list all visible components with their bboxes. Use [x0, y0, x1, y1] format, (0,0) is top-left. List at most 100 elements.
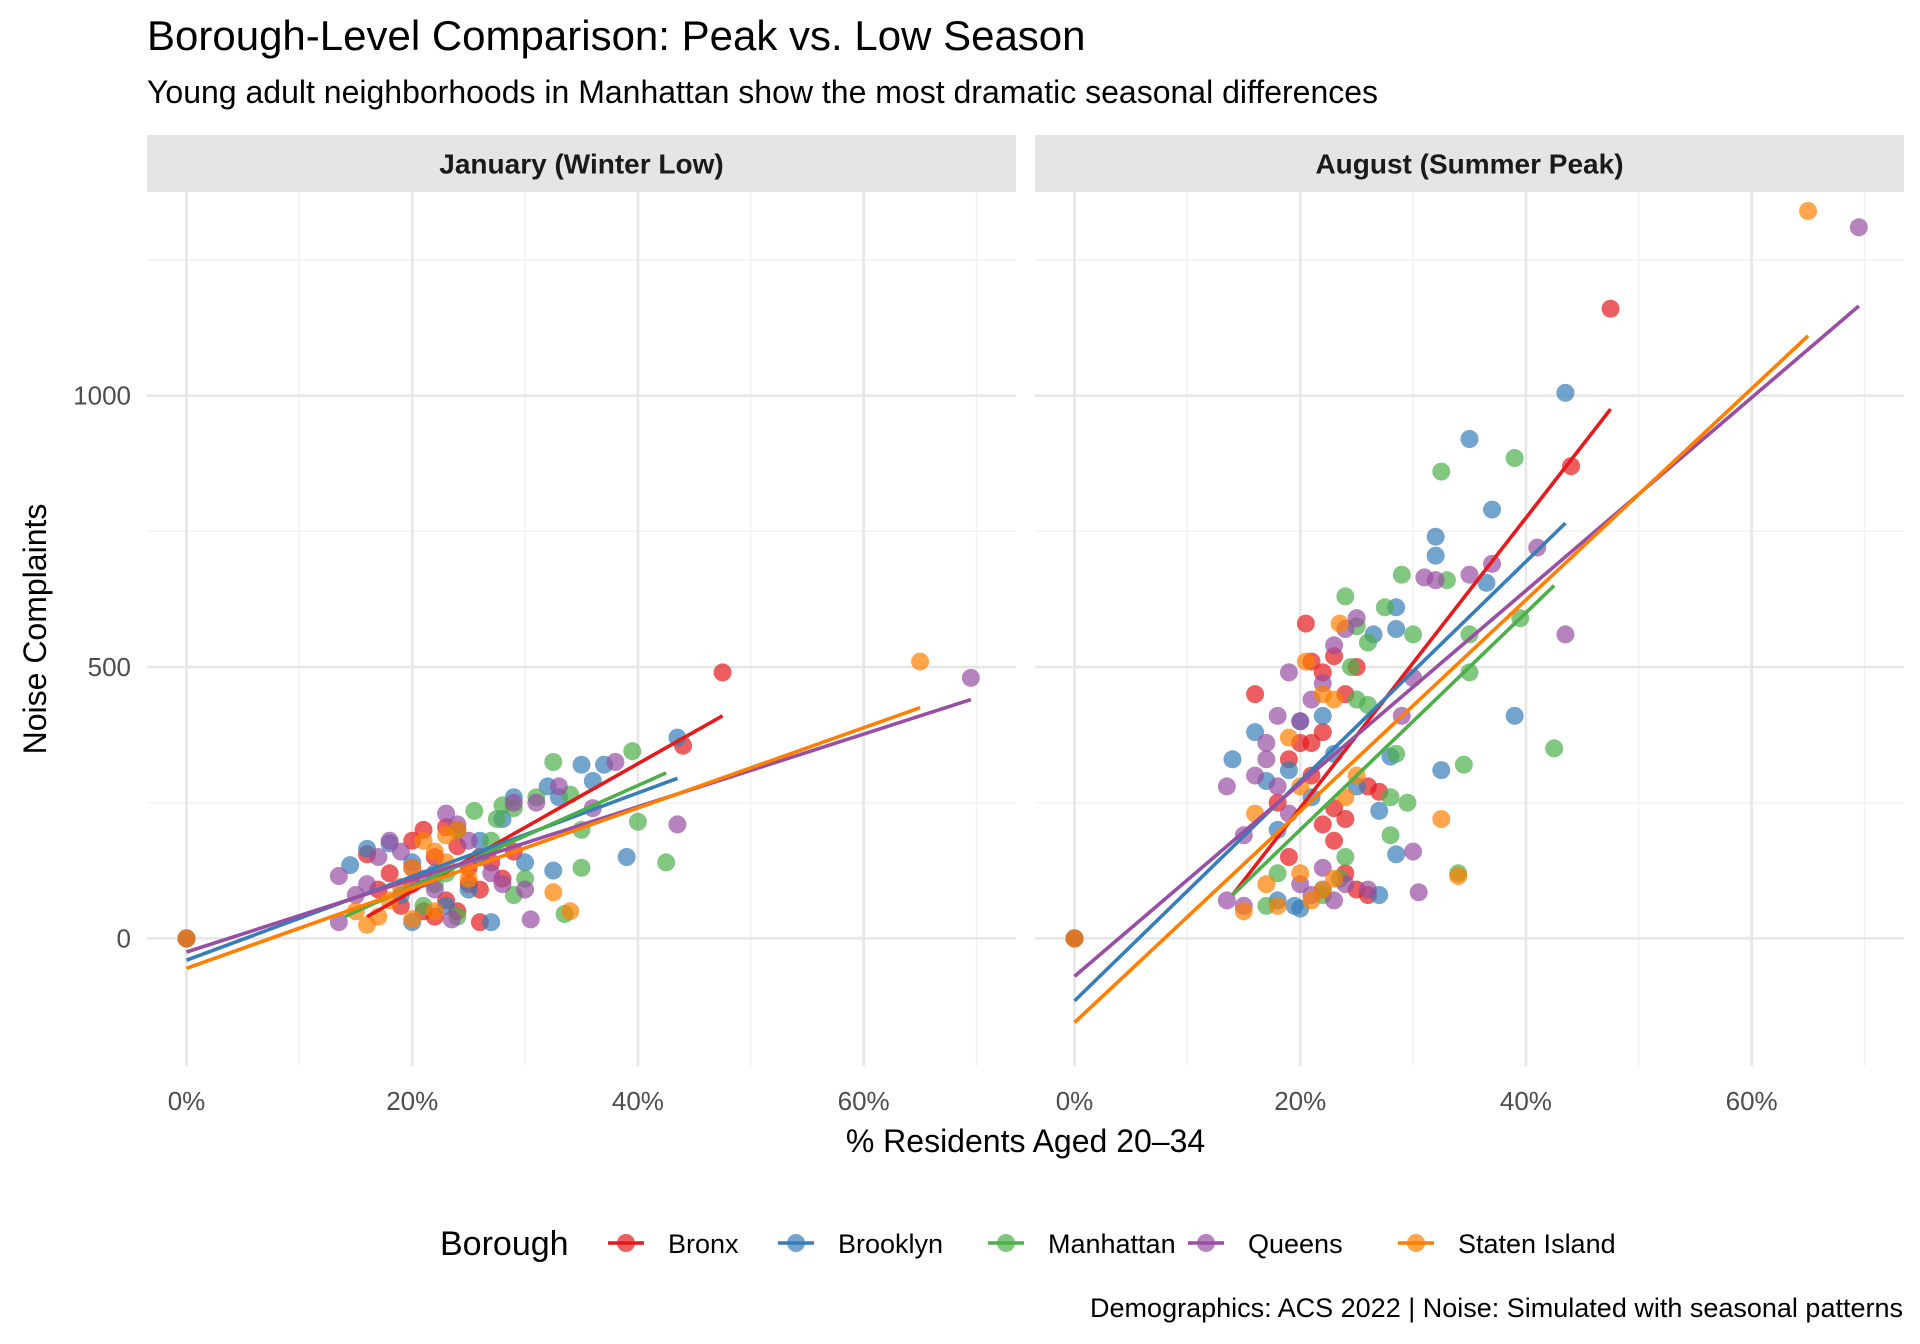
panel-1-point-queens — [606, 753, 625, 771]
panel-2-point-staten-island — [1330, 614, 1349, 633]
panel-2-point-brooklyn — [1387, 620, 1406, 638]
panel-2-point-bronx — [1246, 685, 1265, 704]
panel-2-point-bronx — [1302, 734, 1321, 752]
panel-1-point-manhattan — [465, 801, 484, 820]
panel-2-point-manhattan — [1505, 449, 1524, 467]
panel-1-point-queens — [549, 777, 568, 796]
panel-2-point-bronx — [1336, 810, 1355, 828]
panel-1-point-manhattan — [657, 853, 676, 872]
panel-1-point-brooklyn — [572, 755, 591, 774]
chart-subtitle: Young adult neighborhoods in Manhattan s… — [147, 74, 1379, 110]
panel-1-point-staten-island — [414, 831, 433, 850]
panel-1-point-queens — [482, 864, 501, 883]
panel-1-point-staten-island — [403, 858, 422, 877]
panel-2-point-manhattan — [1336, 848, 1355, 866]
panel-2-point-queens — [1415, 568, 1434, 587]
panel-2-point-manhattan — [1545, 739, 1564, 758]
y-tick-label: 1000 — [73, 381, 131, 411]
panel-2-point-brooklyn — [1223, 750, 1242, 769]
panel-2-point-manhattan — [1432, 462, 1451, 481]
legend-key-point-bronx — [617, 1234, 635, 1252]
panel-2-point-bronx — [1601, 299, 1620, 318]
panel-2-point-staten-island — [1296, 652, 1315, 671]
panel-1-x-tick-label: 0% — [168, 1086, 206, 1116]
panel-2-point-queens — [1279, 663, 1298, 682]
panel-2-point-queens — [1246, 766, 1265, 785]
panel-1-trendline-brooklyn — [185, 776, 679, 962]
legend-key-point-brooklyn — [787, 1234, 805, 1252]
panel-2-point-queens — [1556, 625, 1575, 644]
panel-2-point-queens — [1268, 706, 1287, 725]
panel-2-point-manhattan — [1398, 793, 1417, 812]
panel-1-point-brooklyn — [516, 853, 535, 872]
panel-2-point-staten-island — [1799, 202, 1818, 220]
panel-2-point-manhattan — [1454, 755, 1473, 774]
panel-2-point-staten-island — [1302, 891, 1321, 910]
panel-1-point-bronx — [713, 663, 732, 682]
panel-2-point-manhattan — [1381, 826, 1400, 845]
panel-2-point-queens — [1347, 609, 1366, 628]
panel-2-trendline-brooklyn — [1073, 521, 1567, 1003]
panel-1-x-tick-label: 40% — [612, 1086, 664, 1116]
panel-2-point-manhattan — [1381, 788, 1400, 807]
panel-1-point-queens — [369, 848, 388, 866]
panel-1-x-tick-label: 60% — [838, 1086, 890, 1116]
panel-2-point-brooklyn — [1477, 573, 1496, 592]
y-tick-label: 0 — [117, 923, 131, 953]
y-axis-title: Noise Complaints — [17, 504, 53, 755]
panel-2-point-manhattan — [1336, 587, 1355, 606]
panel-2-point-brooklyn — [1426, 546, 1445, 565]
panel-1-point-staten-island — [459, 869, 478, 888]
panel-1-point-bronx — [380, 864, 399, 883]
panel-1-point-manhattan — [544, 753, 563, 771]
panel-1-trendline-queens — [185, 697, 972, 954]
panel-2-point-manhattan — [1342, 658, 1360, 676]
panel-2-point-manhattan — [1460, 625, 1479, 644]
panel-1-point-queens — [329, 867, 348, 885]
panel-2-point-manhattan — [1392, 565, 1411, 584]
panel-1-point-queens — [437, 804, 456, 823]
panel-1-x-tick-label: 20% — [386, 1086, 438, 1116]
panel-2-point-queens — [1325, 891, 1344, 910]
panel-2-strip-label: August (Summer Peak) — [1315, 149, 1623, 180]
panel-2-point-brooklyn — [1483, 500, 1502, 519]
panel-2-point-manhattan — [1404, 625, 1423, 644]
panel-2-point-brooklyn — [1370, 801, 1389, 820]
panel-1-point-brooklyn — [544, 861, 563, 880]
panel-2-x-tick-label: 40% — [1500, 1086, 1552, 1116]
panel-2-point-bronx — [1313, 815, 1332, 834]
panel-1-point-queens — [493, 875, 512, 894]
chart-caption: Demographics: ACS 2022 | Noise: Simulate… — [1090, 1293, 1903, 1323]
panel-1-point-staten-island — [403, 910, 422, 929]
panel-2-point-brooklyn — [1387, 845, 1406, 864]
panel-1-point-queens — [516, 880, 535, 899]
panel-2-point-queens — [1217, 777, 1236, 796]
panel-1-strip — [147, 135, 1016, 192]
panel-2-point-staten-island — [1291, 864, 1310, 883]
panel-2-point-queens — [1257, 750, 1276, 769]
panel-1-point-staten-island — [425, 842, 444, 861]
panel-1-point-staten-island — [561, 902, 580, 921]
chart-title: Borough-Level Comparison: Peak vs. Low S… — [147, 12, 1086, 59]
panel-1-point-manhattan — [628, 812, 647, 831]
legend-label-queens: Queens — [1248, 1229, 1343, 1259]
panel-2-point-brooklyn — [1460, 430, 1479, 448]
panel-1-point-queens — [442, 910, 461, 929]
panel-2-point-bronx — [1325, 831, 1344, 850]
panel-2-point-staten-island — [1325, 690, 1344, 709]
panel-2-strip — [1035, 135, 1904, 192]
legend-label-staten-island: Staten Island — [1458, 1229, 1616, 1259]
panel-2-point-staten-island — [1313, 880, 1332, 899]
panel-2-point-staten-island — [1065, 929, 1084, 948]
panel-2-point-bronx — [1562, 457, 1581, 476]
legend-title: Borough — [440, 1225, 569, 1263]
panel-1-point-queens — [425, 880, 444, 899]
panel-1-point-queens — [459, 831, 478, 850]
panel-1-point-staten-island — [177, 929, 196, 948]
panel-1-point-brooklyn — [341, 856, 360, 875]
legend-label-bronx: Bronx — [668, 1229, 739, 1259]
panel-2-point-manhattan — [1460, 663, 1479, 682]
panel-2-point-staten-island — [1432, 810, 1451, 828]
panel-2-point-queens — [1268, 777, 1287, 796]
